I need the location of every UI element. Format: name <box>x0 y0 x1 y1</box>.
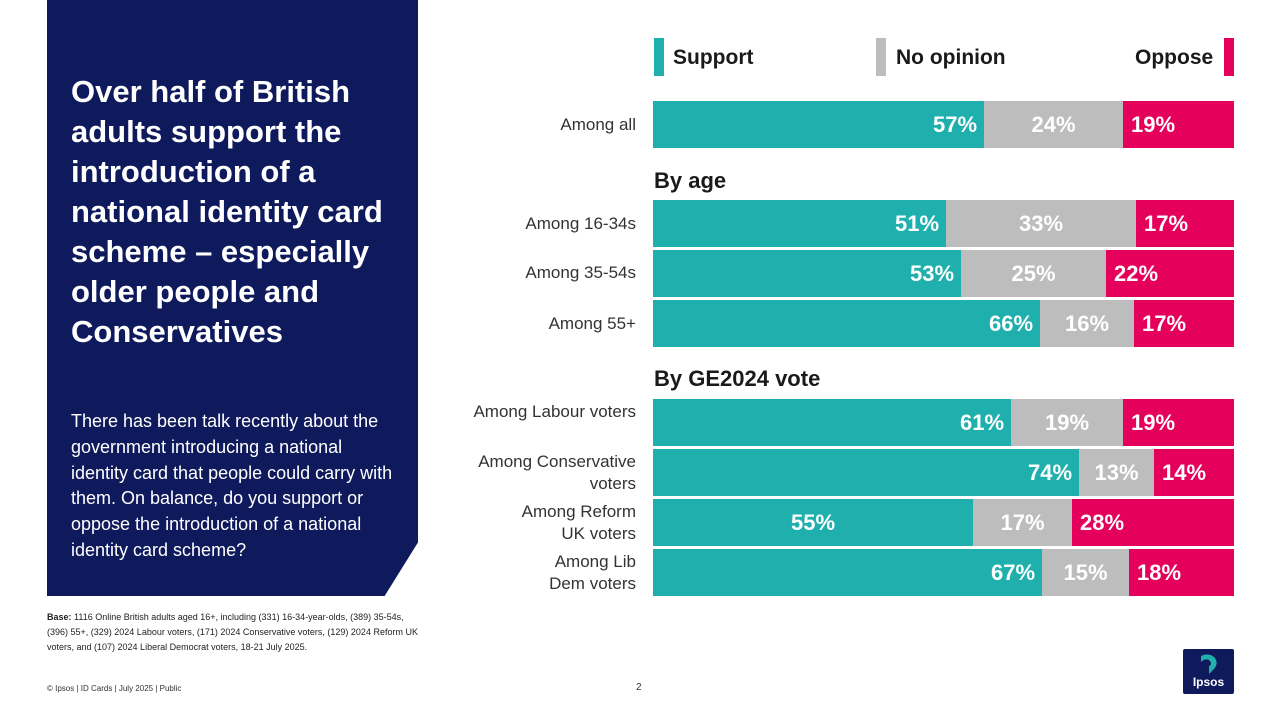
bar-row: 67% 15% 18% <box>653 549 1234 596</box>
legend-no-opinion-swatch <box>876 38 886 76</box>
ipsos-logo: Ipsos <box>1183 649 1234 694</box>
bar-segment-oppose <box>1136 200 1234 247</box>
bar-segment-oppose <box>1154 449 1234 496</box>
data-label-support: 61% <box>960 410 1005 435</box>
data-label-support: 66% <box>989 311 1034 336</box>
data-label-support: 55% <box>791 510 836 535</box>
bar-segment-support <box>653 449 1079 496</box>
bar-segment-no-opinion <box>1011 399 1123 446</box>
data-label-no-opinion: 19% <box>1045 410 1090 435</box>
row-label: Among 35-54s <box>525 263 636 282</box>
bar-segment-oppose <box>1123 399 1234 446</box>
row-label: Among 55+ <box>548 314 636 333</box>
bar-segment-support <box>653 200 946 247</box>
bar-segment-no-opinion <box>1040 300 1134 347</box>
row-label: Among Lib Dem voters <box>549 552 636 593</box>
bar-row: 57% 24% 19% <box>653 101 1234 148</box>
data-label-oppose: 19% <box>1131 112 1176 137</box>
data-label-support: 74% <box>1028 460 1073 485</box>
data-label-support: 53% <box>910 261 955 286</box>
data-label-no-opinion: 25% <box>1011 261 1056 286</box>
bar-segment-no-opinion <box>1079 449 1154 496</box>
bar-segment-support <box>653 499 973 546</box>
bar-segment-no-opinion <box>1042 549 1129 596</box>
legend-oppose-swatch <box>1224 38 1234 76</box>
bar-row: 66% 16% 17% <box>653 300 1234 347</box>
title-panel <box>47 0 418 596</box>
data-label-no-opinion: 33% <box>1019 211 1064 236</box>
bar-segment-no-opinion <box>973 499 1072 546</box>
headline: Over half of British adults support the … <box>71 74 383 349</box>
data-label-support: 57% <box>933 112 978 137</box>
data-label-no-opinion: 24% <box>1031 112 1076 137</box>
bar-row: 51% 33% 17% <box>653 200 1234 247</box>
logo-text: Ipsos <box>1192 675 1225 689</box>
data-label-oppose: 22% <box>1114 261 1159 286</box>
base-note: Base: 1116 Online British adults aged 16… <box>47 610 427 655</box>
data-label-support: 67% <box>991 560 1036 585</box>
bar-segment-oppose <box>1129 549 1234 596</box>
data-label-oppose: 19% <box>1131 410 1176 435</box>
row-label: Among all <box>560 115 636 134</box>
bar-segment-no-opinion <box>961 250 1106 297</box>
section-title-age: By age <box>654 168 727 193</box>
data-label-no-opinion: 13% <box>1094 460 1139 485</box>
bar-segment-oppose <box>1072 499 1234 546</box>
legend-support-swatch <box>654 38 664 76</box>
legend-oppose-label: Oppose <box>1135 46 1214 69</box>
bar-segment-support <box>653 300 1040 347</box>
bar-row: 74% 13% 14% <box>653 449 1234 496</box>
bar-row: 53% 25% 22% <box>653 250 1234 297</box>
page-number: 2 <box>636 682 642 693</box>
bar-segment-no-opinion <box>946 200 1136 247</box>
row-label: Among 16-34s <box>525 214 636 233</box>
data-label-oppose: 17% <box>1144 211 1189 236</box>
row-label: Among Labour voters <box>473 402 636 421</box>
bar-segment-no-opinion <box>984 101 1123 148</box>
base-text: 1116 Online British adults aged 16+, inc… <box>47 612 418 652</box>
bar-segment-oppose <box>1123 101 1234 148</box>
bar-segment-support <box>653 101 984 148</box>
data-label-no-opinion: 15% <box>1063 560 1108 585</box>
data-label-oppose: 17% <box>1142 311 1187 336</box>
bar-segment-support <box>653 250 961 297</box>
bar-segment-support <box>653 399 1011 446</box>
data-label-oppose: 28% <box>1080 510 1125 535</box>
bar-segment-oppose <box>1134 300 1234 347</box>
row-label: Among Reform UK voters <box>521 502 636 543</box>
data-label-oppose: 18% <box>1137 560 1182 585</box>
bar-row: 55% 17% 28% <box>653 499 1234 546</box>
bar-row: 61% 19% 19% <box>653 399 1234 446</box>
data-label-no-opinion: 17% <box>1000 510 1045 535</box>
row-label: Among Conservative voters <box>478 452 636 493</box>
data-label-support: 51% <box>895 211 940 236</box>
legend-no-opinion-label: No opinion <box>896 46 1006 69</box>
logo-mark-icon <box>1201 654 1217 674</box>
bar-segment-oppose <box>1106 250 1234 297</box>
bar-segment-support <box>653 549 1042 596</box>
survey-question: There has been talk recently about the g… <box>71 411 393 560</box>
base-label: Base: <box>47 612 72 622</box>
data-label-oppose: 14% <box>1162 460 1207 485</box>
legend-support-label: Support <box>673 46 754 69</box>
section-title-vote: By GE2024 vote <box>654 366 821 391</box>
data-label-no-opinion: 16% <box>1065 311 1110 336</box>
footer: © Ipsos | ID Cards | July 2025 | Public <box>47 684 182 693</box>
